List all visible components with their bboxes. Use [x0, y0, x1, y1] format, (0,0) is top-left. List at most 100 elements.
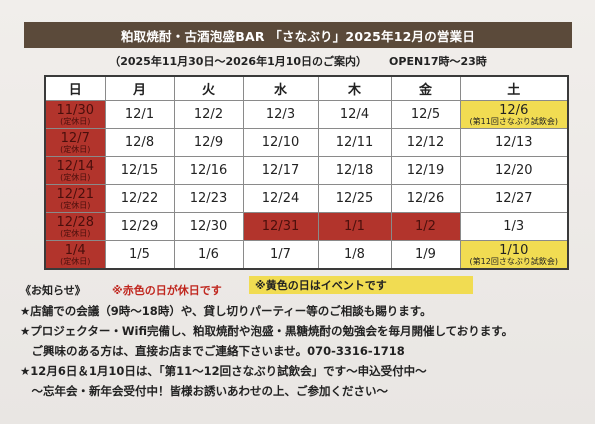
calendar-day: 12/20 [459, 156, 569, 185]
calendar-day: 12/8 [104, 128, 175, 157]
day-date: 1/3 [503, 219, 525, 234]
calendar-day: 12/25 [317, 184, 392, 213]
weekday-header: 金 [390, 75, 461, 101]
period-text: （2025年11月30日～2026年1月10日のご案内） [109, 55, 368, 68]
calendar-week-row: 1/4 (定休日) 1/5 1/6 1/7 1/8 1/9 1/10 (第12回さなぶり試飲会) [44, 240, 569, 270]
day-note: (第12回さなぶり試飲会) [469, 256, 558, 266]
day-date: 12/6 [499, 102, 529, 118]
calendar-day-holiday: 12/28 (定休日) [44, 212, 106, 241]
legend-event-text: ※黄色の日はイベントです [255, 279, 387, 292]
calendar-day: 12/12 [390, 128, 461, 157]
calendar-day-event: 1/10 (第12回さなぶり試飲会) [459, 240, 569, 270]
day-date: 12/18 [335, 163, 374, 178]
notice-line: ★プロジェクター・Wifi完備し、粕取焼酎や泡盛・黒糖焼酎の勉強会を毎月開催して… [20, 324, 514, 338]
day-date: 1/10 [499, 242, 529, 258]
day-date: 12/24 [261, 191, 300, 206]
day-date: 1/2 [415, 219, 436, 234]
legend-holiday: ※赤色の日が休日です [106, 281, 250, 298]
day-date: 12/23 [189, 191, 228, 206]
calendar-day: 12/26 [390, 184, 461, 213]
day-date: 12/29 [120, 219, 159, 234]
day-date: 12/2 [193, 107, 224, 122]
calendar-day: 12/24 [242, 184, 319, 213]
day-date: 12/4 [339, 107, 370, 122]
day-date: 12/8 [124, 135, 155, 150]
day-date: 12/16 [189, 163, 228, 178]
day-date: 12/27 [495, 191, 533, 206]
day-date: 12/14 [56, 158, 94, 174]
calendar-week-row: 12/14 (定休日) 12/15 12/16 12/17 12/18 12/19 12/20 [44, 156, 569, 185]
day-date: 12/19 [406, 163, 445, 178]
calendar-week-row: 12/7 (定休日) 12/8 12/9 12/10 12/11 12/12 12/13 [44, 128, 569, 157]
day-date: 12/17 [261, 163, 300, 178]
day-date: 12/13 [495, 135, 533, 150]
day-note: (定休日) [60, 200, 91, 210]
day-date: 12/28 [56, 214, 94, 230]
calendar-day: 1/7 [242, 240, 319, 270]
day-date: 12/3 [265, 107, 296, 122]
calendar-day: 12/19 [390, 156, 461, 185]
weekday-header: 水 [242, 75, 319, 101]
day-date: 1/5 [129, 247, 150, 262]
day-date: 11/30 [56, 102, 94, 118]
calendar-day-holiday: 1/4 (定休日) [44, 240, 106, 270]
day-note: (定休日) [60, 172, 91, 182]
page-title: 粕取焼酎・古酒泡盛BAR 「さなぶり」2025年12月の営業日 [120, 28, 476, 44]
calendar-day: 1/6 [173, 240, 244, 270]
weekday-header: 木 [317, 75, 392, 101]
day-note: (定休日) [60, 116, 91, 126]
calendar-day: 12/15 [104, 156, 175, 185]
day-date: 12/1 [124, 107, 155, 122]
calendar-day: 12/2 [173, 100, 244, 129]
calendar-day-holiday: 12/14 (定休日) [44, 156, 106, 185]
day-date: 1/1 [344, 219, 365, 234]
weekday-header: 月 [104, 75, 175, 101]
calendar-day: 12/1 [104, 100, 175, 129]
calendar-day: 12/10 [242, 128, 319, 157]
calendar-day: 1/8 [317, 240, 392, 270]
notice-line: ご興味のある方は、直接お店までご連絡下さいませ。070-3316-1718 [20, 344, 405, 358]
day-date: 12/21 [56, 186, 94, 202]
day-note: (第11回さなぶり試飲会) [469, 116, 558, 126]
weekday-header-row: 日 月 火 水 木 金 土 [44, 75, 569, 101]
calendar-day-holiday: 12/7 (定休日) [44, 128, 106, 157]
day-date: 1/4 [64, 242, 86, 258]
calendar-day: 12/22 [104, 184, 175, 213]
day-date: 12/15 [120, 163, 159, 178]
notice-line: ★店舗での会議（9時～18時）や、貸し切りパーティー等のご相談も賜ります。 [20, 304, 432, 318]
day-date: 12/26 [406, 191, 445, 206]
calendar-day-holiday: 1/1 [317, 212, 392, 241]
calendar-day: 12/30 [173, 212, 244, 241]
calendar-day-holiday: 12/31 [242, 212, 319, 241]
legend-event: ※黄色の日はイベントです [249, 276, 473, 294]
title-band: 粕取焼酎・古酒泡盛BAR 「さなぶり」2025年12月の営業日 [24, 22, 572, 48]
day-date: 1/9 [415, 247, 436, 262]
day-date: 12/22 [120, 191, 159, 206]
day-date: 12/30 [189, 219, 228, 234]
notice-line: ～忘年会・新年会受付中！皆様お誘いあわせの上、ご参加ください～ [20, 384, 388, 398]
calendar-body: 11/30 (定休日) 12/1 12/2 12/3 12/4 12/5 12/6 (第11回さ… [44, 100, 569, 270]
calendar-week-row: 12/21 (定休日) 12/22 12/23 12/24 12/25 12/26 12/27 [44, 184, 569, 213]
day-date: 12/31 [261, 219, 300, 234]
day-date: 12/12 [406, 135, 445, 150]
subtitle: （2025年11月30日～2026年1月10日のご案内） OPEN17時～23時 [24, 53, 572, 69]
calendar-day: 12/11 [317, 128, 392, 157]
calendar-day: 12/9 [173, 128, 244, 157]
day-date: 12/10 [261, 135, 300, 150]
calendar-day: 12/5 [390, 100, 461, 129]
calendar-day: 12/16 [173, 156, 244, 185]
calendar-week-row: 11/30 (定休日) 12/1 12/2 12/3 12/4 12/5 12/6 (第11回さ… [44, 100, 569, 129]
calendar-day: 1/9 [390, 240, 461, 270]
weekday-header: 火 [173, 75, 244, 101]
day-note: (定休日) [60, 228, 91, 238]
calendar-day: 12/27 [459, 184, 569, 213]
calendar-day: 12/18 [317, 156, 392, 185]
hours-text: OPEN17時～23時 [389, 55, 487, 68]
day-note: (定休日) [60, 144, 91, 154]
calendar-table: 日 月 火 水 木 金 土 11/30 (定休日) 12/1 12/2 12/3 12/4… [44, 75, 569, 270]
weekday-header: 日 [44, 75, 106, 101]
calendar-week-row: 12/28 (定休日) 12/29 12/30 12/31 1/1 1/2 1/3 [44, 212, 569, 241]
day-date: 1/7 [270, 247, 291, 262]
day-date: 12/9 [193, 135, 224, 150]
